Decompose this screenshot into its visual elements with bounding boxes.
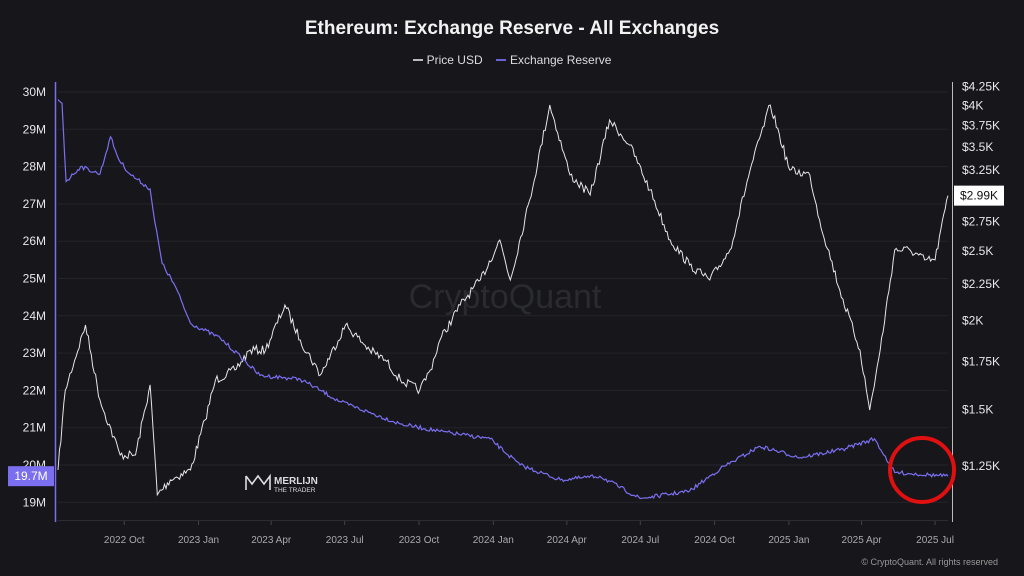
- left-tick-label: 19M: [23, 495, 46, 509]
- reserve-line: [57, 99, 949, 500]
- legend: Price USD Exchange Reserve: [0, 50, 1024, 67]
- left-tick-label: 22M: [23, 383, 46, 397]
- left-tick-label: 29M: [23, 122, 46, 136]
- left-tick-label: 23M: [23, 346, 46, 360]
- x-tick-label: 2023 Oct: [399, 535, 440, 546]
- reserve-current-label: 19.7M: [14, 469, 47, 483]
- x-tick-label: 2023 Apr: [251, 535, 292, 546]
- legend-item-reserve[interactable]: Exchange Reserve: [495, 53, 612, 67]
- right-tick-label: $1.75K: [962, 355, 1000, 369]
- legend-swatch-price: [412, 59, 423, 61]
- right-tick-label: $3.25K: [962, 163, 1000, 177]
- right-tick-label: $3.5K: [962, 140, 993, 154]
- price-line: [57, 104, 949, 497]
- logo-line2: THE TRADER: [274, 487, 316, 494]
- left-tick-label: 30M: [23, 85, 46, 99]
- x-tick-label: 2024 Jan: [473, 535, 514, 546]
- x-tick-label: 2022 Oct: [104, 535, 145, 546]
- left-tick-label: 26M: [23, 234, 46, 248]
- legend-label-reserve: Exchange Reserve: [509, 53, 612, 67]
- legend-item-price[interactable]: Price USD: [412, 53, 483, 67]
- left-tick-label: 25M: [23, 272, 46, 286]
- logo-line1: MERLIJN: [274, 476, 318, 487]
- highlight-circle: [888, 436, 956, 504]
- chart-title: Ethereum: Exchange Reserve - All Exchang…: [304, 18, 720, 39]
- right-tick-label: $4.25K: [962, 80, 1000, 94]
- x-tick-label: 2023 Jul: [326, 535, 364, 546]
- x-tick-label: 2024 Jul: [621, 535, 659, 546]
- price-current-badge: [954, 185, 1004, 206]
- x-tick-label: 2025 Jan: [768, 535, 809, 546]
- right-tick-label: $2.75K: [962, 215, 1000, 229]
- copyright: © CryptoQuant. All rights reserved: [861, 557, 998, 567]
- right-tick-label: $2K: [962, 313, 983, 327]
- legend-label-price: Price USD: [426, 53, 483, 67]
- x-tick-label: 2023 Jan: [178, 535, 219, 546]
- price-current-label: $2.99K: [960, 189, 998, 203]
- x-tick-label: 2024 Apr: [547, 535, 588, 546]
- legend-swatch-reserve: [495, 59, 506, 61]
- x-tick-label: 2025 Apr: [842, 535, 883, 546]
- merlijn-logo: MERLIJN THE TRADER: [245, 473, 318, 494]
- right-tick-label: $3.75K: [962, 118, 1000, 132]
- left-tick-label: 27M: [23, 197, 46, 211]
- right-tick-label: $1.5K: [962, 402, 993, 416]
- x-tick-label: 2025 Jul: [916, 535, 954, 546]
- right-tick-label: $1.25K: [962, 459, 1000, 473]
- right-tick-label: $2.25K: [962, 277, 1000, 291]
- left-tick-label: 24M: [23, 309, 46, 323]
- left-tick-label: 28M: [23, 160, 46, 174]
- watermark: CryptoQuant: [409, 278, 602, 316]
- logo-icon: [245, 473, 271, 490]
- left-tick-label: 21M: [23, 421, 46, 435]
- reserve-current-badge: [8, 466, 54, 487]
- x-tick-label: 2024 Oct: [694, 535, 735, 546]
- right-tick-label: $4K: [962, 98, 983, 112]
- right-tick-label: $2.5K: [962, 244, 993, 258]
